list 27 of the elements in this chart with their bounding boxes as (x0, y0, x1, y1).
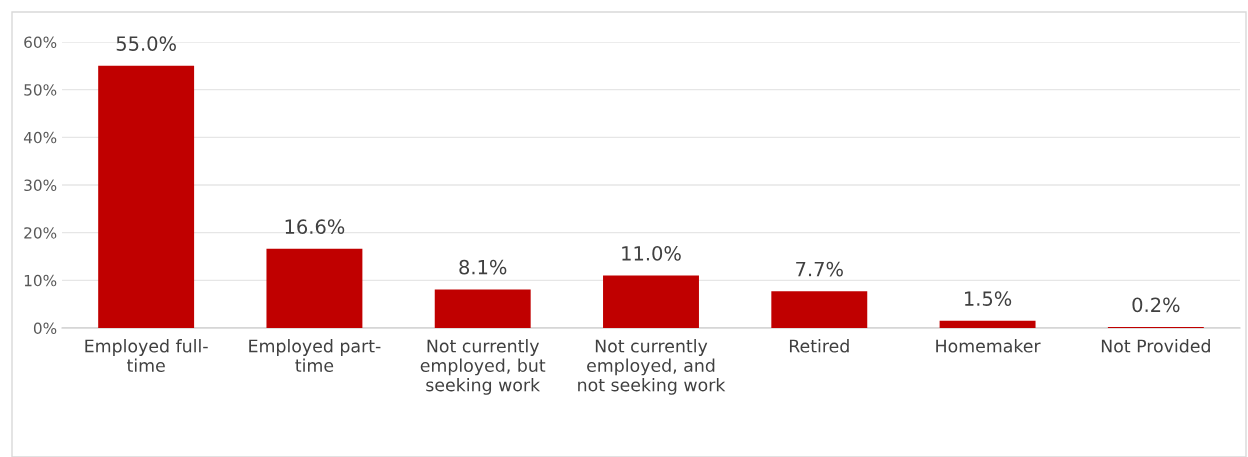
x-tick-label: Employed full-time (85, 339, 208, 372)
bar (771, 291, 868, 328)
x-tick-label: Homemaker (936, 339, 1041, 353)
data-label: 8.1% (459, 259, 507, 275)
data-label: 7.7% (796, 261, 843, 277)
bar (434, 289, 531, 328)
x-tick-label: Not currently employed, but seeking work (420, 339, 546, 395)
x-tick-label: Not currently employed, and not seeking work (578, 339, 726, 395)
y-tick-label: 50% (24, 84, 57, 96)
x-tick-label: Retired (789, 339, 849, 353)
bar (603, 275, 699, 328)
bar (266, 248, 363, 328)
data-label: 16.6% (285, 219, 345, 234)
y-tick-label: 30% (24, 179, 57, 192)
y-tick-label: 20% (24, 227, 57, 239)
bar (939, 320, 1036, 328)
bar (98, 65, 195, 328)
y-tick-label: 10% (24, 274, 57, 287)
y-tick-label: 0% (33, 322, 57, 335)
data-label: 55.0% (116, 36, 176, 51)
data-label: 0.2% (1132, 297, 1180, 313)
y-tick-label: 40% (23, 131, 57, 144)
y-tick-label: 60% (24, 36, 57, 49)
x-tick-label: Employed part-time (249, 339, 381, 372)
x-tick-label: Not Provided (1101, 339, 1210, 353)
data-label: 1.5% (965, 291, 1012, 306)
data-label: 11.0% (622, 245, 681, 261)
